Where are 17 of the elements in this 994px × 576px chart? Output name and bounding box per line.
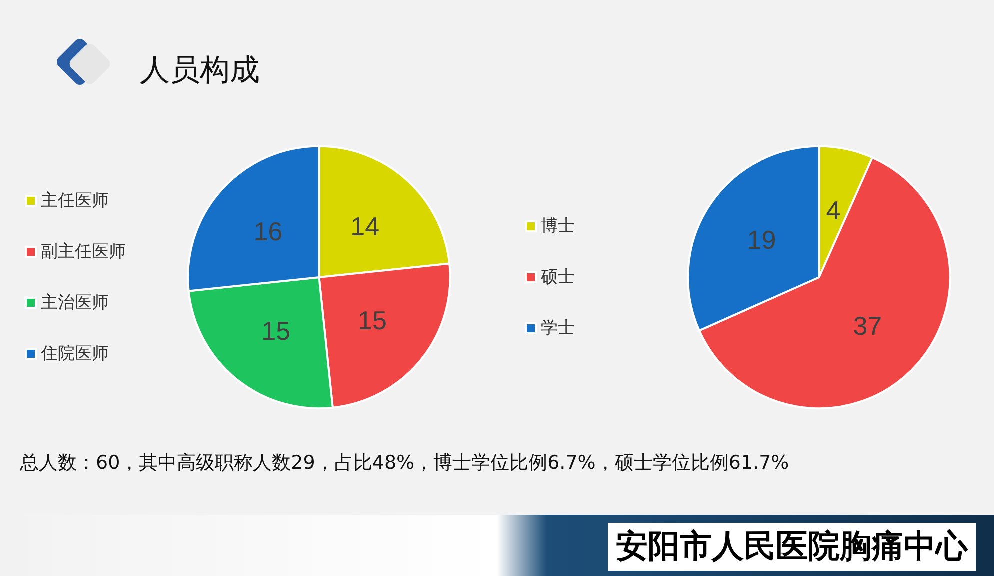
text: 总人数：60，其中高级职称人数29，占比48%，博士学位比例6.7%，硕士学位比例61.7% xyxy=(20,451,790,476)
data-label: 15 xyxy=(358,306,387,336)
legend-label: 副主任医师 xyxy=(41,242,126,262)
data-label: 16 xyxy=(254,216,283,247)
text: 安阳市人民医院胸痛中心 xyxy=(608,523,976,571)
legend-label: 主任医师 xyxy=(41,191,109,211)
data-label: 14 xyxy=(350,212,380,242)
data-label: 37 xyxy=(853,310,882,341)
data-label: 15 xyxy=(262,316,291,346)
legend-label: 主治医师 xyxy=(41,293,109,313)
legend-label: 学士 xyxy=(541,318,575,338)
legend-label: 博士 xyxy=(541,216,575,236)
legend-label: 硕士 xyxy=(540,268,575,288)
chart-title: 人员构成 xyxy=(140,52,260,90)
data-label: 19 xyxy=(747,225,776,256)
data-label: 4 xyxy=(826,195,841,226)
legend-label: 住院医师 xyxy=(40,344,109,364)
